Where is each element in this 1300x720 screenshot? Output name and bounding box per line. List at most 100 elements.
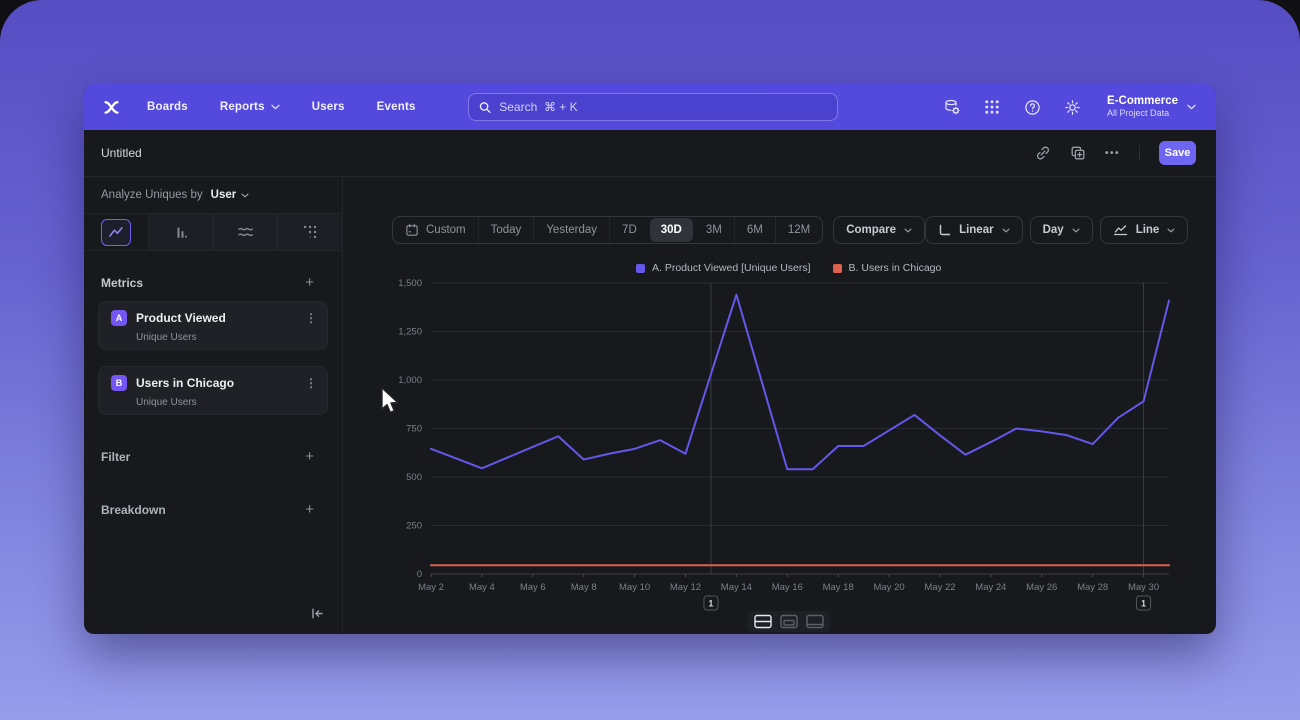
metric-aggregation[interactable]: Unique Users bbox=[136, 397, 197, 408]
add-breakdown-button[interactable]: + bbox=[305, 501, 314, 518]
calendar-icon bbox=[406, 223, 418, 236]
layout-split-button[interactable] bbox=[753, 614, 772, 629]
range-label: 7D bbox=[622, 224, 637, 236]
line-chart[interactable]: 0 250 500 750 1,000 1,250 1,500 May 2 May 4 May 6… bbox=[379, 276, 1179, 621]
project-selector[interactable]: E-Commerce All Project Data bbox=[1107, 95, 1196, 119]
metric-card-a[interactable]: A Product Viewed ⋮ Unique Users bbox=[98, 301, 328, 350]
nav-item-label: Events bbox=[376, 101, 416, 113]
add-metric-button[interactable]: + bbox=[305, 274, 314, 291]
mixpanel-logo-icon[interactable] bbox=[103, 99, 120, 116]
layout-table-bottom-button[interactable] bbox=[805, 614, 824, 629]
svg-text:May 26: May 26 bbox=[1026, 582, 1057, 593]
metric-menu-icon[interactable]: ⋮ bbox=[305, 376, 317, 390]
duplicate-icon[interactable] bbox=[1070, 145, 1086, 161]
report-title[interactable]: Untitled bbox=[101, 146, 142, 160]
metric-aggregation[interactable]: Unique Users bbox=[136, 332, 197, 343]
range-label: 12M bbox=[787, 224, 811, 236]
metric-card-b[interactable]: B Users in Chicago ⋮ Unique Users bbox=[98, 366, 328, 415]
range-30d-selected[interactable]: 30D bbox=[649, 218, 693, 242]
search-input[interactable] bbox=[499, 100, 827, 114]
nav-item-events[interactable]: Events bbox=[377, 101, 416, 113]
compare-label: Compare bbox=[846, 224, 897, 236]
chevron-down-icon bbox=[904, 228, 912, 232]
save-button[interactable]: Save bbox=[1159, 141, 1196, 165]
svg-text:May 6: May 6 bbox=[520, 582, 546, 593]
data-management-icon[interactable] bbox=[943, 98, 961, 116]
legend-item-a[interactable]: A. Product Viewed [Unique Users] bbox=[635, 262, 811, 274]
svg-text:500: 500 bbox=[406, 472, 422, 483]
more-actions-icon[interactable]: ••• bbox=[1104, 147, 1120, 159]
nav-item-reports[interactable]: Reports bbox=[220, 101, 280, 113]
tab-line-chart[interactable] bbox=[84, 214, 148, 250]
metric-menu-icon[interactable]: ⋮ bbox=[305, 311, 317, 325]
settings-gear-icon[interactable] bbox=[1063, 98, 1081, 116]
legend-label: A. Product Viewed [Unique Users] bbox=[651, 262, 811, 274]
chevron-down-icon bbox=[241, 193, 249, 197]
svg-text:May 12: May 12 bbox=[670, 582, 701, 593]
app-window: Boards Reports Users Events bbox=[84, 84, 1216, 634]
svg-text:May 24: May 24 bbox=[975, 582, 1006, 593]
mini-line-chart-icon bbox=[1113, 225, 1127, 236]
svg-text:0: 0 bbox=[417, 569, 422, 580]
layout-table-bottom-icon bbox=[805, 614, 824, 629]
svg-text:1,250: 1,250 bbox=[398, 327, 422, 338]
collapse-sidebar-button[interactable] bbox=[310, 607, 324, 625]
range-3m[interactable]: 3M bbox=[694, 217, 734, 243]
add-filter-button[interactable]: + bbox=[305, 448, 314, 465]
project-subtitle: All Project Data bbox=[1107, 108, 1170, 118]
apps-grid-icon[interactable] bbox=[983, 98, 1001, 116]
svg-text:750: 750 bbox=[406, 424, 422, 435]
chart-legend: A. Product Viewed [Unique Users] B. User… bbox=[343, 262, 1216, 274]
legend-item-b[interactable]: B. Users in Chicago bbox=[832, 262, 941, 274]
range-label: 6M bbox=[746, 224, 763, 236]
chart-type-dropdown[interactable]: Line bbox=[1099, 216, 1189, 244]
tab-retention[interactable] bbox=[277, 214, 342, 250]
tab-bar-chart[interactable] bbox=[147, 214, 213, 250]
svg-text:1: 1 bbox=[1141, 599, 1146, 609]
share-link-icon[interactable] bbox=[1035, 145, 1051, 161]
breakdown-section-header: Breakdown + bbox=[84, 501, 342, 518]
svg-text:250: 250 bbox=[406, 521, 422, 532]
help-icon[interactable] bbox=[1023, 98, 1041, 116]
nav-item-label: Users bbox=[311, 101, 345, 113]
svg-text:1,500: 1,500 bbox=[398, 278, 422, 289]
metric-name[interactable]: Users in Chicago bbox=[136, 376, 235, 390]
interval-dropdown[interactable]: Day bbox=[1029, 216, 1093, 244]
analyze-by-dropdown[interactable]: User bbox=[211, 189, 250, 201]
project-name: E-Commerce bbox=[1107, 95, 1178, 107]
range-today[interactable]: Today bbox=[477, 217, 534, 243]
metric-badge-a: A bbox=[111, 310, 127, 326]
range-6m[interactable]: 6M bbox=[733, 217, 775, 243]
divider bbox=[1139, 145, 1140, 161]
chart-type-label: Line bbox=[1135, 224, 1160, 236]
scale-label: Linear bbox=[959, 224, 994, 236]
svg-text:May 20: May 20 bbox=[873, 582, 904, 593]
range-custom[interactable]: Custom bbox=[393, 217, 478, 243]
range-label: 3M bbox=[705, 224, 722, 236]
range-7d[interactable]: 7D bbox=[609, 217, 649, 243]
range-label: Yesterday bbox=[546, 224, 598, 236]
analyze-prefix-label: Analyze Uniques by bbox=[101, 189, 203, 201]
date-range-control: Custom Today Yesterday 7D 30D 3M 6M 12M bbox=[392, 216, 824, 244]
layout-chart-focus-button[interactable] bbox=[779, 614, 798, 629]
tab-flows[interactable] bbox=[212, 214, 278, 250]
layout-chart-focus-icon bbox=[779, 614, 798, 629]
layout-toggle-group bbox=[747, 611, 831, 632]
chart-controls: Custom Today Yesterday 7D 30D 3M 6M 12M … bbox=[343, 216, 1216, 244]
nav-item-users[interactable]: Users bbox=[312, 101, 345, 113]
nav-item-boards[interactable]: Boards bbox=[147, 101, 188, 113]
compare-dropdown[interactable]: Compare bbox=[833, 216, 926, 244]
svg-text:May 22: May 22 bbox=[924, 582, 955, 593]
global-search[interactable] bbox=[468, 93, 838, 121]
scale-dropdown[interactable]: Linear bbox=[925, 216, 1023, 244]
range-12m[interactable]: 12M bbox=[774, 217, 822, 243]
metric-name[interactable]: Product Viewed bbox=[136, 311, 226, 325]
range-label: Today bbox=[490, 224, 522, 236]
chevron-down-icon bbox=[1072, 228, 1080, 232]
svg-text:May 14: May 14 bbox=[721, 582, 752, 593]
svg-text:May 18: May 18 bbox=[823, 582, 854, 593]
range-yesterday[interactable]: Yesterday bbox=[533, 217, 609, 243]
analyze-by-value: User bbox=[210, 189, 237, 201]
filter-title: Filter bbox=[101, 450, 131, 464]
interval-label: Day bbox=[1042, 224, 1064, 236]
